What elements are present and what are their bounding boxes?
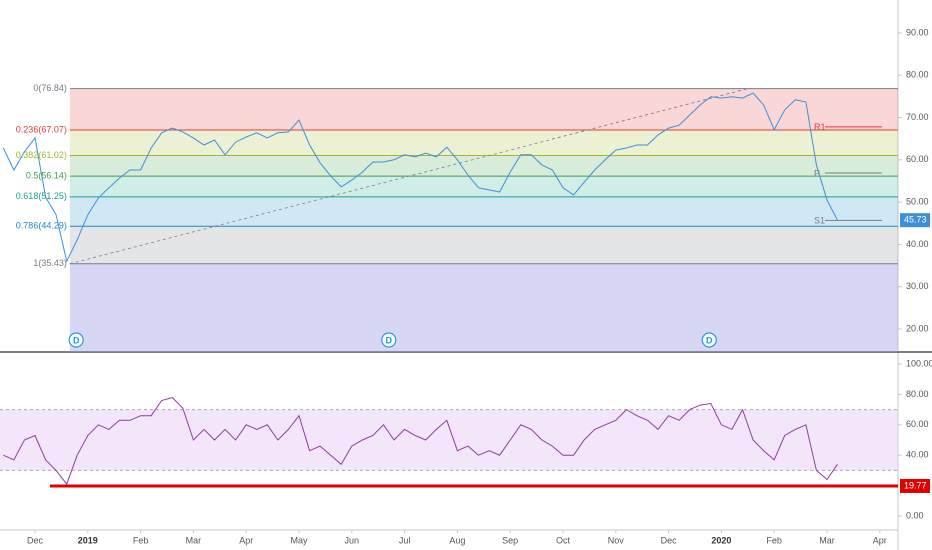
pivot-label: S1 <box>814 216 825 226</box>
dividend-marker <box>701 332 717 348</box>
y-tick-label: 20.00 <box>906 323 929 333</box>
y-tick-label: 60.00 <box>906 419 929 429</box>
x-tick-label: 2019 <box>78 535 98 545</box>
y-tick-label: 80.00 <box>906 389 929 399</box>
dividend-label: D <box>386 335 393 345</box>
y-tick-label: 40.00 <box>906 239 929 249</box>
trend-line <box>69 88 748 265</box>
dividend-label: D <box>706 335 713 345</box>
y-tick-label: 90.00 <box>906 27 929 37</box>
series-line <box>2 92 838 263</box>
last-price-badge <box>900 213 930 228</box>
x-tick-label: Feb <box>133 535 149 545</box>
x-tick-label: Nov <box>608 535 625 545</box>
y-tick-label: 100.00 <box>906 358 932 368</box>
last-price-label: 45.73 <box>904 215 927 225</box>
dividend-marker <box>381 332 397 348</box>
x-tick-label: Dec <box>661 535 678 545</box>
x-tick-label: Aug <box>449 535 465 545</box>
fib-label: 0(76.84) <box>33 83 67 93</box>
dividend-label: D <box>73 335 80 345</box>
fib-label: 1(35.43) <box>33 258 67 268</box>
x-tick-label: Jul <box>399 535 411 545</box>
hline-value-label: 19.77 <box>904 480 927 490</box>
fib-label: 0.382(61.02) <box>16 150 67 160</box>
fib-label: 0.786(44.29) <box>16 221 67 231</box>
x-tick-label: Oct <box>556 535 571 545</box>
x-tick-label: Mar <box>819 535 835 545</box>
pivot-label: P <box>814 168 820 178</box>
y-tick-label: 80.00 <box>906 70 929 80</box>
x-tick-label: Feb <box>766 535 782 545</box>
y-tick-label: 60.00 <box>906 154 929 164</box>
rsi-band <box>0 409 898 471</box>
x-tick-label: May <box>290 535 308 545</box>
y-tick-label: 50.00 <box>906 197 929 207</box>
fib-label: 0.5(56.14) <box>26 171 67 181</box>
x-tick-label: 2020 <box>711 535 731 545</box>
dividend-marker <box>68 332 84 348</box>
fib-label: 0.618(51.25) <box>16 191 67 201</box>
y-tick-label: 40.00 <box>906 450 929 460</box>
x-tick-label: Mar <box>186 535 202 545</box>
x-tick-label: Sep <box>502 535 518 545</box>
y-tick-label: 70.00 <box>906 112 929 122</box>
fib-band <box>69 155 898 177</box>
series-line <box>3 396 838 486</box>
fib-band <box>69 196 898 227</box>
x-tick-label: Jun <box>345 535 360 545</box>
x-tick-label: Apr <box>239 535 253 545</box>
fib-label: 0.236(67.07) <box>16 124 67 134</box>
hline-badge <box>900 478 930 493</box>
fib-band <box>69 176 898 197</box>
fib-band <box>69 263 898 352</box>
pivot-label: R1 <box>814 122 826 132</box>
x-tick-label: Apr <box>873 535 887 545</box>
y-tick-label: 0.00 <box>906 510 924 520</box>
x-tick-label: Dec <box>27 535 44 545</box>
fib-band <box>69 129 898 156</box>
y-tick-label: 30.00 <box>906 281 929 291</box>
fib-band <box>69 226 898 264</box>
fib-band <box>69 88 898 130</box>
